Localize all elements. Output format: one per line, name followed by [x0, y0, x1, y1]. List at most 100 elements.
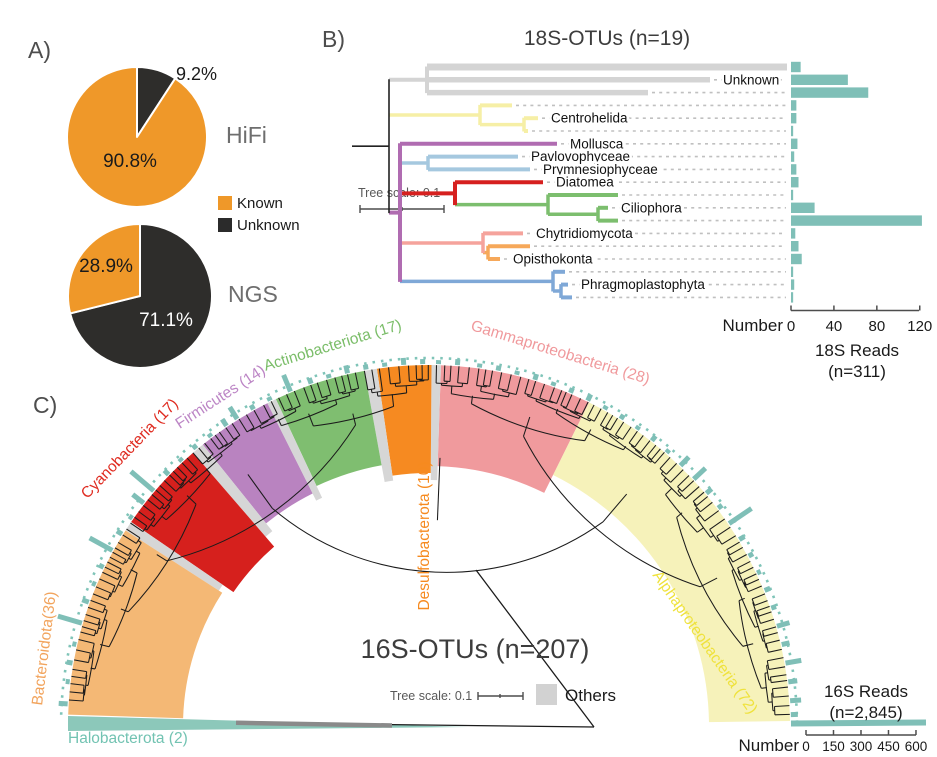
reads-tick-bar — [88, 535, 114, 553]
fan-branch — [665, 487, 673, 495]
fan-branch — [119, 570, 122, 573]
reads-dashed-circle — [59, 356, 799, 723]
fan-branch — [286, 394, 293, 408]
reads-tick-bar — [692, 466, 708, 481]
reads-tick-bar — [704, 486, 714, 496]
fan-branch — [230, 441, 233, 445]
fan-branch — [192, 452, 204, 465]
fan-branch — [506, 374, 512, 391]
fan-branch — [524, 378, 530, 394]
taxon-label: Ciliophora — [621, 200, 682, 215]
fan-branch — [278, 397, 286, 412]
panel-c-title: 16S-OTUs (n=207) — [361, 634, 590, 664]
hifi-known-pct: 90.8% — [103, 151, 157, 172]
reads-tick-bar — [776, 620, 791, 629]
fan-branch — [172, 470, 184, 482]
fan-branch — [670, 469, 684, 483]
fan-branch — [348, 392, 351, 396]
fan-branch — [681, 480, 695, 492]
reads-tick-bar — [716, 503, 724, 511]
reads-tick-bar — [785, 657, 802, 666]
fan-branch — [68, 699, 84, 702]
fan-branch — [341, 375, 347, 392]
read-bar — [791, 241, 799, 252]
fan-branch — [122, 534, 137, 544]
fan-branch — [663, 477, 667, 481]
fan-branch — [70, 683, 85, 686]
fan-branch — [476, 368, 480, 386]
fan-branch — [117, 583, 123, 587]
fan-branch — [277, 419, 282, 426]
axis-tick-label: 40 — [826, 318, 843, 335]
fan-branch — [151, 494, 165, 505]
reads-tick-bar — [550, 381, 557, 387]
fan-branch — [142, 504, 156, 515]
fan-branch — [308, 413, 314, 427]
fan-branch — [104, 566, 119, 575]
reads-tick-bar — [738, 534, 746, 542]
fan-arc — [523, 436, 701, 588]
fan-branch — [539, 383, 546, 399]
fan-branch — [391, 394, 395, 407]
fan-branch — [130, 522, 144, 532]
caption-18s-line1: 18S Reads — [815, 341, 899, 360]
fan-branch — [771, 680, 788, 684]
reads-tick-bar — [131, 492, 146, 506]
fan-branch — [109, 556, 124, 565]
read-bar — [791, 228, 796, 239]
pie-ngs — [67, 223, 213, 369]
taxon-label: Phragmoplastophyta — [581, 277, 705, 292]
reads-tick-bar — [248, 403, 256, 411]
wedge-others-2 — [364, 368, 394, 482]
fan-branch — [628, 430, 638, 444]
fan-branch — [685, 486, 700, 500]
axis-label-16s: Number — [739, 736, 800, 755]
reads-tick-bar — [763, 585, 772, 593]
fan-branch — [69, 691, 84, 694]
fan-branch — [589, 419, 592, 422]
clade-label: Desulfobacterota (10) — [416, 461, 433, 610]
panel-c-tag: C) — [33, 392, 57, 418]
reads-tick-bar — [220, 417, 229, 428]
reads-tick-bar — [362, 364, 369, 370]
tree-scale-bar-16s — [477, 692, 524, 700]
fan-branch — [699, 577, 718, 588]
fan-branch — [774, 705, 790, 708]
axis-tick-label: 600 — [905, 739, 928, 754]
fan-branch — [753, 610, 756, 612]
reads-tick-bar — [649, 434, 658, 443]
pie-hifi-name: HiFi — [226, 122, 267, 148]
read-bar — [791, 138, 798, 149]
fan-branch — [497, 372, 503, 389]
reads-tick-bar — [281, 373, 293, 393]
fan-branch — [184, 478, 186, 481]
read-bar — [791, 113, 797, 124]
taxon-label: Opisthokonta — [513, 252, 593, 267]
fan-branch — [95, 586, 111, 594]
fan-branch — [480, 386, 482, 392]
axis-tick-label: 0 — [802, 739, 810, 754]
reads-tick-bar — [770, 604, 777, 611]
read-bar — [791, 215, 922, 226]
fan-branch — [270, 401, 278, 415]
reads-tick-bar — [115, 528, 124, 537]
fan-branch — [182, 482, 185, 484]
fan-branch — [754, 600, 768, 606]
fan-branch — [128, 557, 132, 561]
fan-branch — [545, 400, 547, 403]
fan-branch — [170, 498, 173, 501]
reads-tick-bar — [57, 613, 83, 626]
read-bar — [791, 189, 794, 201]
fan-branch — [161, 515, 167, 521]
reads-tick-bar — [532, 373, 539, 381]
reads-tick-bar — [756, 569, 762, 576]
fan-branch — [763, 632, 778, 637]
reads-tick-bar — [71, 641, 77, 648]
fan-branch — [609, 433, 611, 436]
fan-branch — [693, 503, 696, 505]
fan-branch — [581, 401, 589, 415]
wedge-bacteroidota — [68, 530, 223, 719]
fan-branch — [225, 427, 235, 440]
caption-16s-line2: (n=2,845) — [829, 703, 902, 722]
fan-branch — [92, 593, 109, 601]
